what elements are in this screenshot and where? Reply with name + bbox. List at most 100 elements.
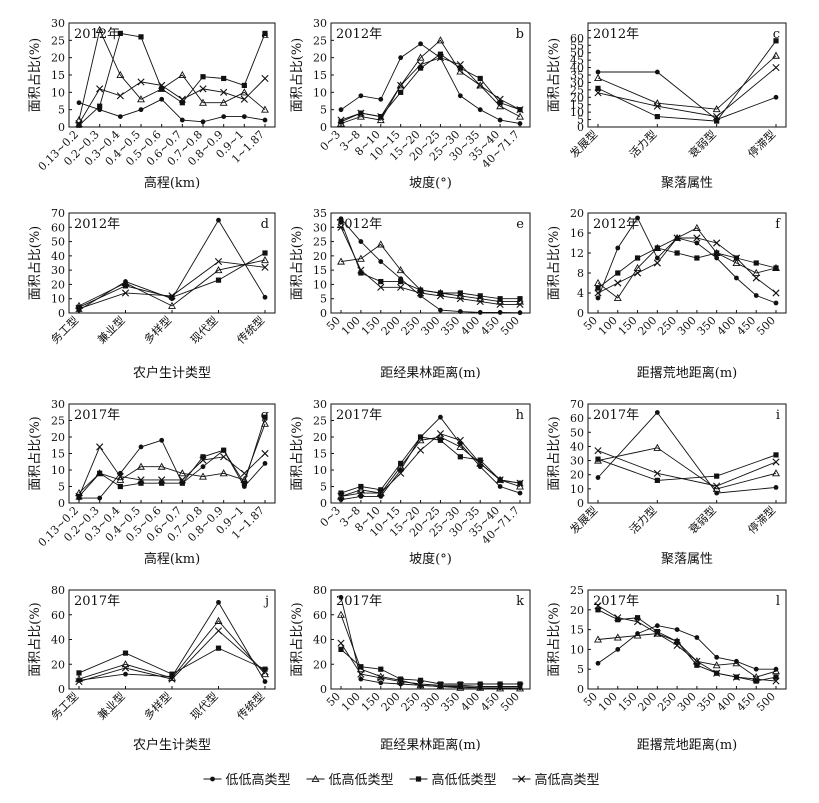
data-point (517, 310, 523, 316)
data-point (456, 295, 464, 303)
x-tick-label: 200 (379, 314, 403, 338)
series-line (597, 450, 777, 487)
data-point (595, 475, 601, 480)
data-point (169, 671, 175, 677)
x-tick-label: 500 (754, 690, 778, 714)
y-tick-label: 20 (570, 604, 584, 617)
series-4 (337, 223, 524, 309)
series-line (340, 436, 521, 494)
y-axis-title: 面积占比(%) (290, 416, 305, 491)
data-point (178, 70, 187, 79)
data-point (714, 654, 720, 660)
chart-panel-g: 0510152025300.13~0.20.2~0.30.3~0.40.4~0.… (28, 398, 276, 567)
data-point (76, 122, 82, 128)
data-point (436, 292, 445, 300)
series-2 (594, 443, 780, 492)
series-line (340, 57, 521, 121)
data-point (358, 676, 364, 682)
series-line (340, 227, 520, 305)
x-tick-label: 500 (498, 314, 522, 338)
x-tick-label: 500 (754, 314, 778, 338)
data-point (199, 472, 207, 480)
data-point (773, 485, 779, 490)
data-point (772, 289, 780, 297)
series-line (340, 649, 520, 685)
data-point (772, 458, 780, 466)
data-point (178, 95, 186, 103)
data-point (221, 447, 227, 453)
series-line (78, 620, 266, 680)
y-tick-label: 5 (577, 663, 584, 676)
y-tick-label: 25 (313, 34, 327, 47)
data-point (614, 614, 622, 622)
series-line (597, 217, 777, 304)
series-line (597, 247, 777, 289)
y-tick-label: 0 (577, 307, 584, 320)
y-tick-label: 0 (58, 683, 65, 696)
x-axis-title: 坡度(°) (409, 551, 452, 567)
data-point (772, 667, 780, 675)
data-point (137, 95, 145, 103)
data-point (377, 489, 385, 497)
data-point (159, 480, 165, 486)
data-point (712, 661, 721, 669)
x-tick-label: 450 (734, 690, 758, 714)
data-point (398, 460, 404, 466)
data-point (377, 113, 385, 121)
data-point (159, 96, 165, 102)
series-1 (595, 410, 779, 496)
data-point (416, 53, 425, 61)
data-point (358, 483, 364, 490)
data-point (356, 254, 365, 262)
data-point (262, 414, 268, 420)
legend-marker (311, 774, 320, 783)
data-point (262, 461, 268, 466)
data-point (653, 259, 661, 267)
y-tick-label: 30 (570, 76, 584, 89)
data-point (221, 114, 227, 119)
data-point (456, 442, 465, 450)
y-tick-label: 0 (58, 121, 65, 134)
data-point (633, 269, 642, 277)
data-point (417, 677, 424, 683)
data-point (457, 65, 463, 71)
data-point (436, 430, 445, 438)
data-point (456, 681, 464, 689)
data-point (497, 117, 503, 123)
data-point (138, 34, 144, 40)
data-point (241, 114, 247, 119)
data-point (138, 444, 144, 450)
x-tick-label: 150 (359, 690, 383, 714)
x-tick-label: 400 (715, 314, 739, 338)
data-point (396, 462, 405, 470)
data-point (654, 410, 660, 415)
data-point (456, 436, 464, 444)
series-line (340, 218, 521, 314)
x-tick-label: 兼业型 (94, 689, 127, 722)
chart-panel-k: 0204060805010015020025030035040045050020… (290, 584, 531, 753)
data-point (497, 296, 503, 302)
data-point (497, 484, 503, 489)
data-point (653, 469, 661, 477)
data-point (732, 673, 741, 681)
series-line (340, 433, 521, 497)
x-axis-title: 聚落属性 (661, 552, 713, 567)
panel-letter: f (775, 217, 781, 232)
x-tick-label: 400 (715, 690, 739, 714)
data-point (378, 278, 384, 285)
data-point (122, 283, 129, 289)
series-line (340, 39, 521, 124)
y-tick-label: 40 (313, 634, 327, 647)
series-line (597, 454, 777, 481)
y-tick-label: 30 (570, 455, 584, 468)
data-point (437, 290, 444, 296)
data-point (116, 473, 124, 481)
y-tick-label: 25 (570, 584, 584, 597)
data-point (200, 119, 206, 125)
data-point (337, 610, 345, 618)
data-point (215, 277, 222, 283)
x-tick-label: 现代型 (187, 689, 220, 722)
data-point (753, 666, 759, 672)
y-axis-title: 面积占比(%) (28, 38, 43, 113)
data-point (416, 446, 425, 454)
